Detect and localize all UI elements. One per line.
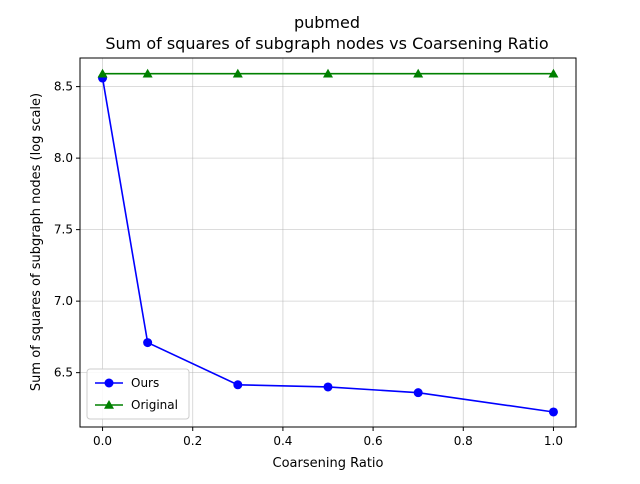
series-line-ours xyxy=(101,77,554,413)
data-point-ours xyxy=(143,338,153,348)
chart-title: pubmed xyxy=(294,13,360,32)
ticks: 0.0 0.2 0.4 0.6 0.8 1.0 6.5 7.0 7.5 8.0 8.5 xyxy=(54,80,563,448)
chart-subtitle: Sum of squares of subgraph nodes vs Coar… xyxy=(105,34,548,53)
grid xyxy=(80,58,576,427)
x-tick-label: 0.0 xyxy=(93,434,112,448)
x-axis-label: Coarsening Ratio xyxy=(273,456,384,471)
series-original xyxy=(97,68,559,78)
data-point-original xyxy=(232,68,243,78)
x-tick-label: 0.8 xyxy=(454,434,473,448)
series-layer xyxy=(97,68,559,417)
y-tick-label: 6.5 xyxy=(54,366,73,380)
legend-label-ours: Ours xyxy=(131,376,159,390)
data-point-ours xyxy=(323,382,333,392)
data-point-original xyxy=(97,68,108,78)
data-point-original xyxy=(142,68,153,78)
series-ours xyxy=(98,73,558,417)
data-point-ours xyxy=(548,407,558,417)
legend-label-original: Original xyxy=(131,398,178,412)
data-point-ours xyxy=(413,388,423,398)
y-axis-label: Sum of squares of subgraph nodes (log sc… xyxy=(29,93,44,391)
data-point-original xyxy=(323,68,333,78)
x-tick-label: 1.0 xyxy=(544,434,563,448)
y-tick-label: 7.5 xyxy=(54,223,73,237)
y-tick-label: 7.0 xyxy=(54,294,73,308)
x-tick-label: 0.6 xyxy=(364,434,383,448)
y-tick-label: 8.0 xyxy=(54,151,73,165)
y-tick-label: 8.5 xyxy=(54,80,73,94)
legend: Ours Original xyxy=(86,368,190,420)
data-point-ours xyxy=(233,380,243,390)
plot-frame xyxy=(79,57,577,428)
data-point-original xyxy=(548,68,559,78)
x-tick-label: 0.4 xyxy=(273,434,292,448)
legend-marker-original xyxy=(104,400,114,409)
x-tick-label: 0.2 xyxy=(183,434,202,448)
legend-marker-ours xyxy=(104,378,114,388)
data-point-original xyxy=(413,68,424,78)
